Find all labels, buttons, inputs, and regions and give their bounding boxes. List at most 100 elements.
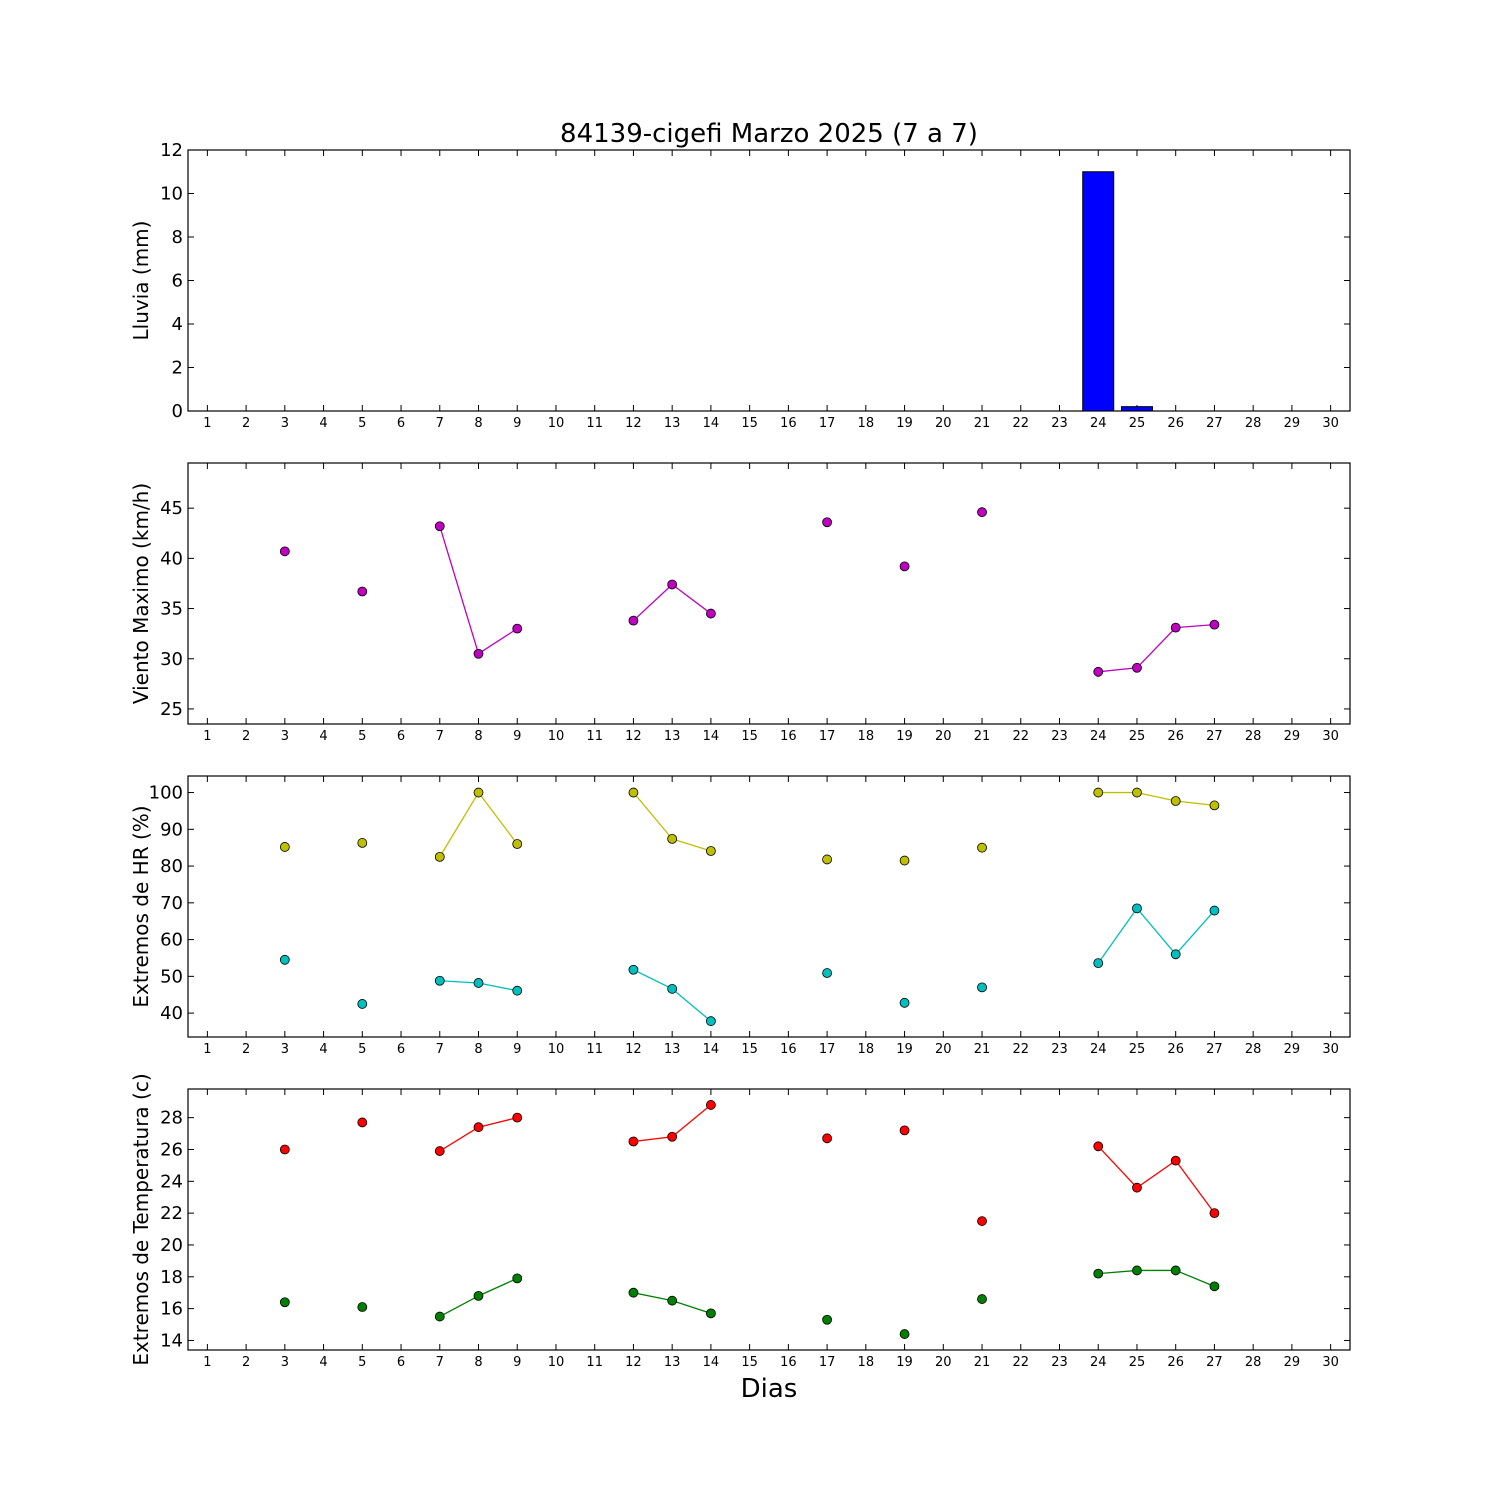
wind-x-tick-label: 10 — [548, 729, 565, 744]
temperature-y-tick-label: 28 — [160, 1108, 183, 1129]
wind-x-tick-label: 14 — [703, 729, 720, 744]
humidity-series-1-point — [1132, 903, 1142, 914]
humidity-y-tick-label: 100 — [149, 783, 183, 804]
temperature-series-1-segment — [633, 1292, 673, 1302]
temperature-x-tick-label: 23 — [1051, 1355, 1068, 1370]
wind-x-tick-label: 17 — [819, 729, 836, 744]
rain-x-tick-label: 7 — [436, 416, 444, 431]
temperature-x-tick-label: 15 — [741, 1355, 758, 1370]
wind-series-0-point — [1170, 622, 1181, 633]
temperature-series-1-point — [977, 1294, 987, 1304]
humidity-series-1-point — [512, 985, 523, 996]
wind-y-axis-label: Viento Maximo (km/h) — [129, 483, 153, 704]
rain-x-tick-label: 21 — [974, 416, 991, 431]
temperature-y-tick-label: 16 — [160, 1299, 183, 1320]
wind-y-tick-label: 40 — [160, 548, 183, 569]
chart-title: 84139-cigefi Marzo 2025 (7 a 7) — [560, 119, 978, 149]
humidity-series-0-segment — [671, 838, 712, 852]
temperature-y-tick-label: 26 — [160, 1139, 183, 1160]
humidity-x-tick-label: 14 — [703, 1042, 720, 1057]
temperature-x-tick-label: 2 — [242, 1355, 250, 1370]
temperature-x-tick-label: 21 — [974, 1355, 991, 1370]
wind-x-tick-label: 22 — [1012, 729, 1029, 744]
humidity-y-tick-label: 60 — [160, 930, 183, 951]
humidity-x-tick-label: 13 — [664, 1042, 681, 1057]
rain-x-tick-label: 10 — [548, 416, 565, 431]
rain-x-tick-label: 3 — [281, 416, 289, 431]
humidity-series-0-point — [628, 787, 639, 798]
temperature-series-1-point — [628, 1287, 639, 1298]
wind-series-0-point — [473, 648, 484, 659]
wind-x-tick-label: 20 — [935, 729, 952, 744]
humidity-series-0-point — [1132, 787, 1142, 798]
humidity-x-tick-label: 21 — [974, 1042, 991, 1057]
humidity-series-0-point — [667, 833, 678, 844]
temperature-series-0-point — [512, 1112, 523, 1123]
rain-x-tick-label: 1 — [203, 416, 211, 431]
rain-x-tick-label: 25 — [1129, 416, 1146, 431]
humidity-series-0-point — [1209, 800, 1220, 811]
humidity-series-1-point — [977, 982, 987, 993]
temperature-y-tick-label: 24 — [160, 1171, 183, 1192]
wind-x-tick-label: 9 — [513, 729, 521, 744]
humidity-series-0-point — [473, 787, 484, 798]
temperature-series-0-segment — [478, 1117, 518, 1128]
rain-x-tick-label: 8 — [474, 416, 482, 431]
rain-x-tick-label: 6 — [397, 416, 405, 431]
humidity-x-tick-label: 7 — [436, 1042, 444, 1057]
wind-y-tick-label: 25 — [160, 699, 183, 720]
humidity-x-tick-label: 11 — [586, 1042, 603, 1057]
humidity-x-tick-label: 12 — [625, 1042, 642, 1057]
wind-x-tick-label: 16 — [780, 729, 797, 744]
rain-x-tick-label: 15 — [741, 416, 758, 431]
humidity-x-tick-label: 15 — [741, 1042, 758, 1057]
wind-series-0-point — [822, 517, 832, 528]
humidity-series-0-segment — [439, 792, 480, 858]
humidity-series-1-point — [899, 997, 910, 1008]
temperature-series-0-segment — [1136, 1160, 1177, 1189]
temperature-x-tick-label: 6 — [397, 1355, 405, 1370]
rain-x-tick-label: 2 — [242, 416, 250, 431]
humidity-x-tick-label: 26 — [1167, 1042, 1184, 1057]
humidity-x-tick-label: 18 — [858, 1042, 875, 1057]
temperature-series-1-point — [279, 1297, 290, 1308]
humidity-y-tick-label: 50 — [160, 966, 183, 987]
temperature-plot-frame — [187, 1088, 1351, 1351]
humidity-series-0-point — [1093, 787, 1104, 798]
temperature-series-0-point — [899, 1125, 910, 1136]
temperature-series-0-point — [706, 1100, 716, 1110]
wind-series-0-segment — [1098, 667, 1138, 673]
temperature-x-tick-label: 10 — [548, 1355, 565, 1370]
wind-x-tick-label: 24 — [1090, 729, 1107, 744]
rain-bar — [1120, 406, 1153, 412]
temperature-x-tick-label: 19 — [896, 1355, 913, 1370]
temperature-x-tick-label: 4 — [319, 1355, 327, 1370]
humidity-series-0-point — [434, 851, 445, 862]
temperature-series-0-point — [628, 1136, 639, 1147]
wind-x-tick-label: 8 — [474, 729, 482, 744]
humidity-y-tick-label: 70 — [160, 893, 183, 914]
temperature-x-tick-label: 8 — [474, 1355, 482, 1370]
temperature-series-1-point — [1209, 1281, 1220, 1292]
wind-y-tick-label: 35 — [160, 599, 183, 620]
temperature-x-tick-label: 24 — [1090, 1355, 1107, 1370]
humidity-x-tick-label: 24 — [1090, 1042, 1107, 1057]
humidity-x-tick-label: 2 — [242, 1042, 250, 1057]
temperature-series-0-point — [977, 1216, 987, 1226]
wind-x-tick-label: 13 — [664, 729, 681, 744]
temperature-series-1-point — [822, 1314, 832, 1325]
rain-x-tick-label: 29 — [1284, 416, 1301, 431]
humidity-x-tick-label: 16 — [780, 1042, 797, 1057]
temperature-series-0-segment — [633, 1136, 673, 1143]
rain-x-tick-label: 20 — [935, 416, 952, 431]
rain-x-tick-label: 12 — [625, 416, 642, 431]
humidity-x-tick-label: 20 — [935, 1042, 952, 1057]
rain-x-tick-label: 19 — [896, 416, 913, 431]
temperature-x-tick-label: 20 — [935, 1355, 952, 1370]
wind-y-tick-label: 30 — [160, 649, 183, 670]
wind-x-tick-label: 4 — [319, 729, 327, 744]
humidity-x-tick-label: 10 — [548, 1042, 565, 1057]
